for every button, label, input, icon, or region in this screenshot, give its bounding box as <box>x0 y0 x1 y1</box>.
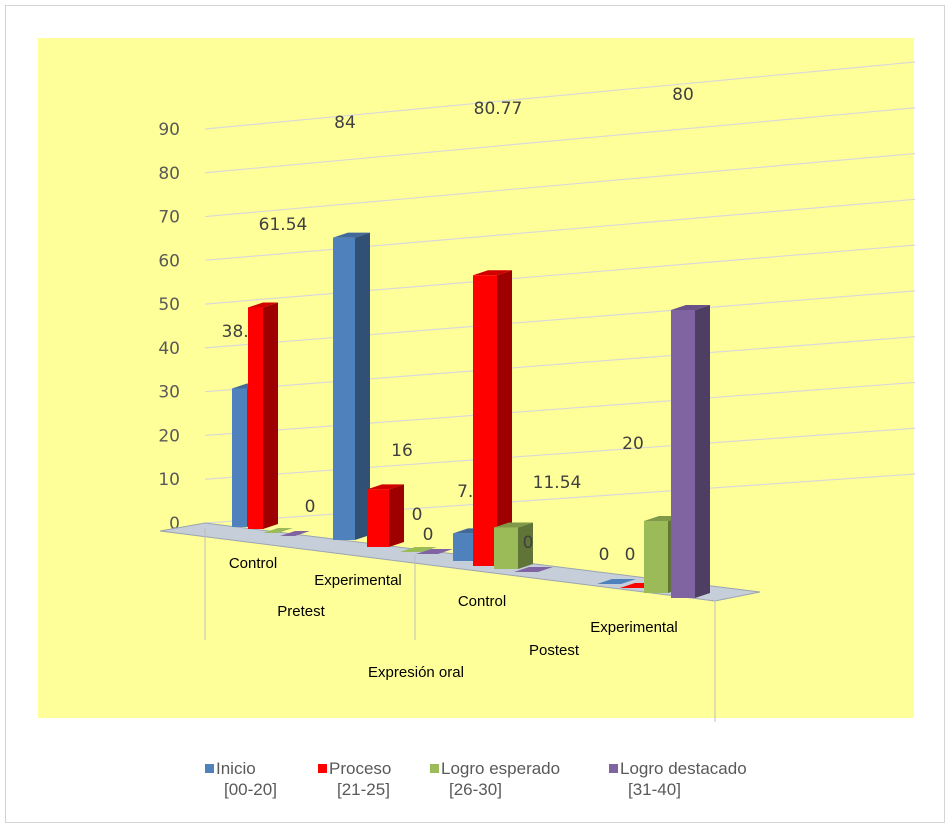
top-category-label: Expresión oral <box>368 664 464 681</box>
y-tick-label: 60 <box>158 251 180 271</box>
bar-front <box>248 307 263 529</box>
y-tick-label: 0 <box>169 514 180 534</box>
bar-logro-destacado-3 <box>671 305 710 598</box>
bar-side <box>263 302 278 529</box>
y-tick-label: 10 <box>158 470 180 490</box>
data-label: 80.77 <box>474 99 523 119</box>
bar-front <box>333 237 355 540</box>
gridline-10 <box>204 427 916 480</box>
bar-front <box>232 388 247 527</box>
bar-logro-destacado-2 <box>514 567 553 572</box>
gridline-30 <box>204 336 916 393</box>
bar-flat <box>597 579 636 584</box>
y-tick-label: 20 <box>158 426 180 446</box>
bar-flat <box>416 549 453 554</box>
y-tick-label: 40 <box>158 339 180 359</box>
gridline-90 <box>204 61 916 130</box>
y-tick-label: 50 <box>158 295 180 315</box>
bar-flat <box>263 528 293 533</box>
data-label: 84 <box>334 113 356 133</box>
gridline-50 <box>204 244 916 305</box>
legend: Inicio [00-20] Proceso [21-25] Logro esperad… <box>0 758 950 818</box>
bar-front <box>473 275 497 566</box>
bar-side <box>518 522 533 569</box>
bar-top <box>367 484 404 490</box>
bar-top <box>333 232 370 238</box>
bar-front <box>494 527 518 569</box>
legend-swatch <box>318 764 327 773</box>
gridline-70 <box>204 152 916 218</box>
bar-side <box>497 270 512 566</box>
category-label: Experimental <box>314 572 402 589</box>
y-tick-label: 90 <box>158 120 180 140</box>
phase-label: Pretest <box>277 603 325 620</box>
legend-label: Logro esperado <box>441 759 561 778</box>
bar-flat <box>280 531 310 536</box>
data-label: 11.54 <box>533 473 582 493</box>
bar-logro-destacado-0 <box>280 531 310 536</box>
legend-label: Logro destacado <box>620 759 747 778</box>
data-label: 0 <box>523 533 534 553</box>
bar-top <box>671 305 710 310</box>
category-label: Control <box>458 593 506 610</box>
data-label: 0 <box>305 497 316 517</box>
data-label: 61.54 <box>259 215 308 235</box>
gridline-40 <box>204 290 916 349</box>
phase-label: Postest <box>529 642 580 659</box>
bar-side <box>695 305 710 598</box>
legend-swatch <box>205 764 214 773</box>
legend-label: Proceso <box>329 759 392 778</box>
legend-label: Inicio <box>216 759 256 778</box>
y-tick-label: 30 <box>158 383 180 403</box>
bar-flat <box>514 567 553 572</box>
bar-inicio-3 <box>597 579 636 584</box>
legend-range: [00-20] <box>224 780 277 799</box>
bar-flat <box>400 547 437 552</box>
y-tick-label: 70 <box>158 208 180 228</box>
gridline-60 <box>204 198 916 261</box>
bar-inicio-1 <box>333 232 370 540</box>
bar-proceso-1 <box>367 484 404 547</box>
y-tick-label: 80 <box>158 164 180 184</box>
legend-swatch <box>609 764 618 773</box>
legend-range: [31-40] <box>628 780 681 799</box>
gridline-20 <box>204 381 916 437</box>
bar-top <box>248 302 278 308</box>
legend-range: [26-30] <box>449 780 502 799</box>
category-label: Control <box>229 555 277 572</box>
data-label: 16 <box>391 441 413 461</box>
bar-side <box>355 232 370 540</box>
bar-logro-esperado-1 <box>400 547 437 552</box>
bar-logro-destacado-1 <box>416 549 453 554</box>
bar-front <box>671 310 695 598</box>
bar-logro-esperado-0 <box>263 528 293 533</box>
legend-swatch <box>430 764 439 773</box>
bar-front <box>644 521 668 593</box>
bar-side <box>389 484 404 547</box>
data-label: 0 <box>423 525 434 545</box>
category-label: Experimental <box>590 619 678 636</box>
data-label: 80 <box>672 85 694 105</box>
data-label: 20 <box>622 434 644 454</box>
legend-range: [21-25] <box>337 780 390 799</box>
data-label: 0 <box>625 545 636 565</box>
bar-front <box>367 489 389 547</box>
data-label: 0 <box>599 545 610 565</box>
bar-logro-esperado-2 <box>494 522 533 569</box>
bar-top <box>473 270 512 276</box>
gridline-0 <box>204 473 916 524</box>
gridline-80 <box>204 107 916 174</box>
bar-top <box>494 522 533 528</box>
data-label: 0 <box>412 505 423 525</box>
bar-proceso-0 <box>248 302 278 529</box>
bar-proceso-2 <box>473 270 512 566</box>
